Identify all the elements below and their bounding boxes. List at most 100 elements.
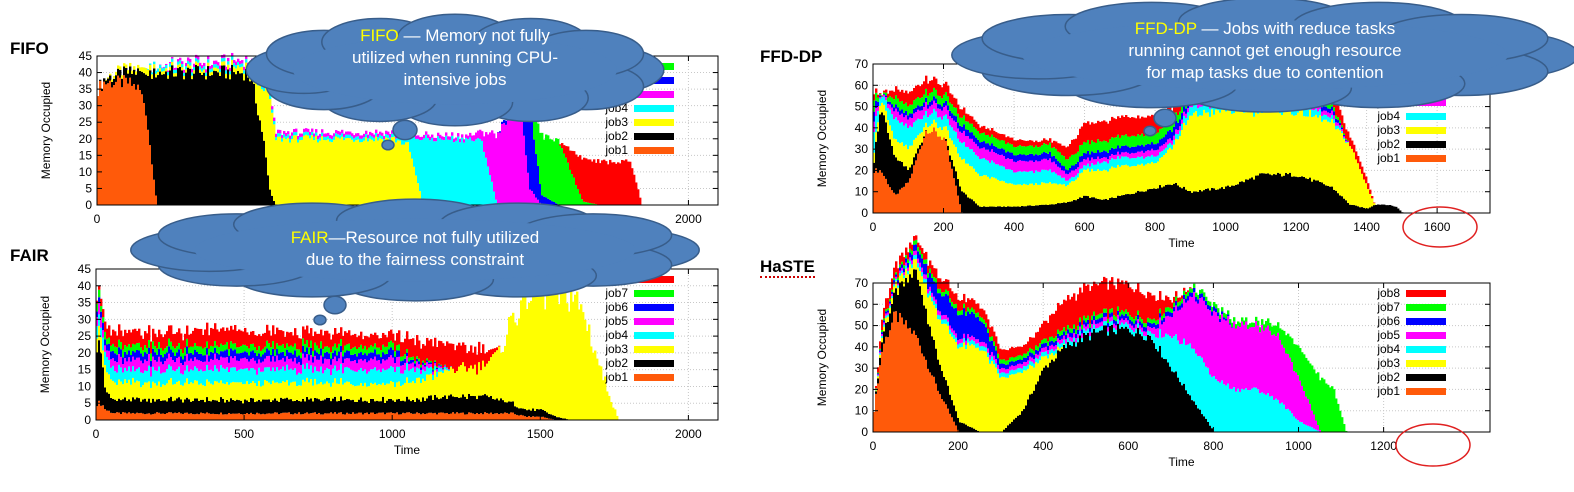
fair-bar-job8 xyxy=(158,329,161,343)
fair-bar-job3 xyxy=(272,380,275,401)
fair-bar-job1 xyxy=(314,412,317,420)
ffd-bar-job4 xyxy=(1337,125,1340,129)
fair-bar-job7 xyxy=(158,342,161,350)
ffd-bar-job5 xyxy=(1083,159,1086,166)
fifo-bar-job8 xyxy=(603,159,606,205)
ffd-bar-job2 xyxy=(1383,204,1386,213)
ffd-bar-job5 xyxy=(1333,115,1336,120)
fifo-bar-job1 xyxy=(129,77,132,205)
ffd-bar-job2 xyxy=(1397,208,1400,213)
fair-bar-job4 xyxy=(448,370,451,372)
ffd-bar-job1 xyxy=(903,186,906,213)
fair-bar-job3 xyxy=(182,385,185,403)
fair-bar-job6 xyxy=(284,355,287,362)
fair-bar-job5 xyxy=(186,353,189,366)
ffd-bar-job5 xyxy=(1323,110,1326,115)
fair-bar-job3 xyxy=(328,383,331,398)
fair-bar-job6 xyxy=(270,354,273,362)
ffd-bar-job2 xyxy=(1155,188,1158,213)
ffd-bar-job8 xyxy=(889,90,892,97)
ffd-bar-job8 xyxy=(1087,121,1090,140)
fifo-bar-job5 xyxy=(239,60,242,65)
fair-bar-job8 xyxy=(244,327,247,345)
fair-bar-job5 xyxy=(194,357,197,367)
fifo-bar-job2 xyxy=(251,75,254,205)
ffd-bar-job4 xyxy=(1053,171,1056,184)
ffd-bar-job8 xyxy=(1041,140,1044,146)
fair-bar-job2 xyxy=(338,400,341,413)
ffd-bar-job4 xyxy=(1075,175,1078,180)
ffd-ytick-label: 60 xyxy=(855,78,869,92)
fair-bar-job5 xyxy=(140,360,143,373)
fifo-bar-job3 xyxy=(311,135,314,205)
ffd-bar-job3 xyxy=(953,144,956,167)
fifo-bar-job3 xyxy=(127,70,130,74)
fair-bar-job1 xyxy=(200,412,203,420)
fair-bar-job4 xyxy=(208,370,211,382)
fair-bar-job2 xyxy=(442,396,445,413)
fair-bar-job8 xyxy=(400,342,403,357)
fair-bar-job3 xyxy=(436,376,439,398)
fifo-bar-job3 xyxy=(271,112,274,196)
fair-bar-job3 xyxy=(378,384,381,402)
haste-bar-job8 xyxy=(927,265,930,274)
ffd-bar-job2 xyxy=(1087,196,1090,213)
fifo-bar-job2 xyxy=(213,70,216,205)
fair-bar-job8 xyxy=(422,344,425,361)
ffd-bar-job3 xyxy=(913,139,916,158)
fair-bar-job5 xyxy=(366,362,369,374)
haste-bar-job2 xyxy=(961,422,964,432)
fair-bar-job1 xyxy=(190,413,193,420)
ffd-bar-job5 xyxy=(1099,158,1102,164)
ffd-bar-job3 xyxy=(1045,183,1048,205)
fair-bar-job4 xyxy=(160,373,163,387)
fifo-bar-job5 xyxy=(205,69,208,73)
ffd-bar-job6 xyxy=(1037,155,1040,162)
ffd-bar-job5 xyxy=(1091,157,1094,164)
fifo-bar-job4 xyxy=(373,137,376,142)
fair-bar-job5 xyxy=(352,360,355,371)
fifo-bar-job2 xyxy=(265,157,268,205)
fair-bar-job3 xyxy=(364,382,367,401)
fair-bar-job3 xyxy=(142,385,145,400)
ffd-bar-job3 xyxy=(1017,184,1020,207)
ffd-bar-job2 xyxy=(947,145,950,151)
fair-bar-job6 xyxy=(98,297,101,304)
fifo-bar-job3 xyxy=(265,86,268,158)
fifo-bar-job2 xyxy=(241,73,244,205)
fair-bar-job5 xyxy=(294,357,297,369)
haste-bar-job2 xyxy=(939,364,942,395)
haste-bar-job5 xyxy=(993,355,996,361)
fair-bar-job1 xyxy=(276,412,279,420)
ffd-bar-job3 xyxy=(901,142,904,162)
ffd-bar-job2 xyxy=(961,191,964,213)
ffd-bar-job3 xyxy=(1351,148,1354,205)
ffd-bar-job3 xyxy=(1235,108,1238,185)
fair-bar-job3 xyxy=(460,365,463,398)
fifo-bar-job4 xyxy=(459,142,462,205)
haste-bar-job7 xyxy=(907,259,910,263)
ffd-bar-job7 xyxy=(1021,146,1024,155)
fair-bar-job7 xyxy=(328,347,331,354)
fair-bar-job2 xyxy=(444,395,447,414)
ffd-bar-job6 xyxy=(979,142,982,149)
fair-bar-job2 xyxy=(120,400,123,415)
fair-bar-job8 xyxy=(344,331,347,346)
fifo-bar-job2 xyxy=(151,78,154,165)
fifo-bar-job3 xyxy=(243,73,246,81)
fair-bar-job2 xyxy=(154,401,157,414)
fair-bar-job5 xyxy=(274,361,277,372)
fair-bar-job8 xyxy=(126,333,129,347)
fifo-bar-job4 xyxy=(363,137,366,141)
ffd-bar-job5 xyxy=(903,117,906,126)
haste-bar-job5 xyxy=(1015,365,1018,370)
fifo-bar-job3 xyxy=(381,139,384,205)
fifo-bar-job6 xyxy=(545,197,548,205)
haste-bar-job2 xyxy=(915,269,918,336)
ffd-bar-job4 xyxy=(1019,171,1022,185)
ffd-bar-job3 xyxy=(875,132,878,142)
fair-bar-job8 xyxy=(406,331,409,349)
ffd-bar-job2 xyxy=(1077,198,1080,213)
fair-bar-job7 xyxy=(282,344,285,352)
haste-bar-job3 xyxy=(991,361,994,432)
